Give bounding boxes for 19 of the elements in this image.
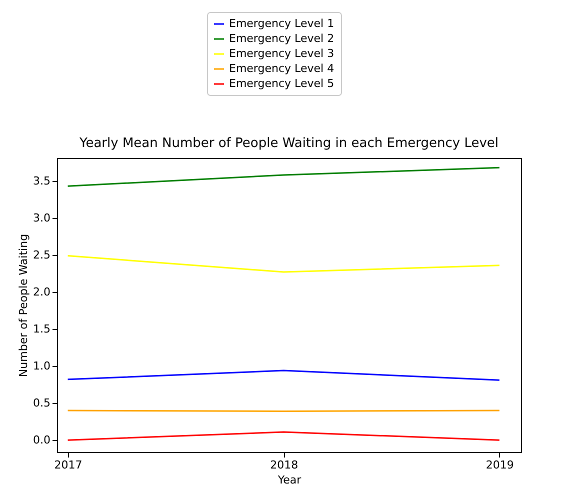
y-tick-label: 2.5 — [33, 248, 50, 262]
legend-label: Emergency Level 5 — [229, 77, 334, 90]
y-axis-title: Number of People Waiting — [17, 234, 30, 378]
legend-label: Emergency Level 3 — [229, 47, 334, 60]
legend-label: Emergency Level 1 — [229, 17, 334, 30]
legend-label: Emergency Level 2 — [229, 32, 334, 45]
legend-label: Emergency Level 4 — [229, 62, 334, 75]
x-tick-label: 2019 — [486, 458, 514, 472]
y-tick-label: 1.5 — [33, 322, 50, 336]
y-tick-label: 2.0 — [33, 286, 50, 299]
chart-title: Yearly Mean Number of People Waiting in each Emergency Level — [78, 136, 499, 151]
y-tick-label: 0.5 — [33, 396, 50, 410]
y-tick-label: 0.0 — [33, 434, 50, 447]
y-tick-label: 3.5 — [33, 174, 50, 188]
x-tick-label: 2017 — [54, 458, 82, 472]
x-axis-title: Year — [276, 474, 302, 486]
y-tick-label: 1.0 — [33, 360, 50, 373]
y-tick-label: 3.0 — [33, 211, 50, 224]
x-tick-label: 2018 — [270, 458, 298, 472]
